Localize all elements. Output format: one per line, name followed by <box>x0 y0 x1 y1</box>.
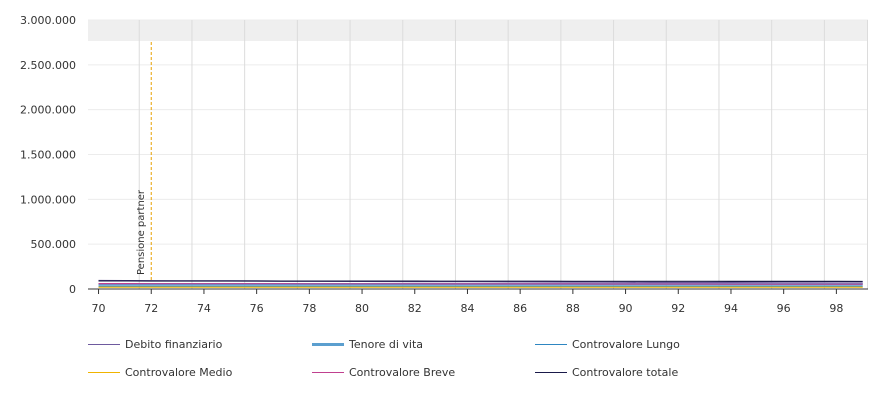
x-tick-label: 76 <box>250 302 264 315</box>
y-tick-label: 2.000.000 <box>20 104 76 117</box>
x-axis-ticks: 70 72 74 76 78 80 82 84 86 88 90 92 94 96 98 <box>92 289 843 315</box>
x-tick-label: 98 <box>829 302 843 315</box>
legend-label: Controvalore Breve <box>349 365 456 379</box>
legend-swatch <box>312 342 344 346</box>
legend-item-debito-finanziario[interactable]: Debito finanziario <box>88 334 222 354</box>
legend-swatch <box>88 371 120 373</box>
legend-swatch <box>88 343 120 345</box>
x-tick-label: 96 <box>777 302 791 315</box>
y-tick-label: 1.000.000 <box>20 193 76 206</box>
x-tick-label: 82 <box>408 302 422 315</box>
series-lines <box>98 279 863 288</box>
y-tick-label: 500.000 <box>31 238 77 251</box>
x-tick-label: 90 <box>619 302 633 315</box>
legend-label: Tenore di vita <box>349 337 424 351</box>
grid-lines <box>88 19 868 289</box>
series-line-controvalore-breve <box>98 283 863 285</box>
annotation: Pensione partner <box>136 42 152 281</box>
x-tick-label: 74 <box>197 302 211 315</box>
legend-label: Debito finanziario <box>125 337 223 351</box>
legend-item-controvalore-lungo[interactable]: Controvalore Lungo <box>535 334 680 354</box>
x-tick-label: 70 <box>92 302 106 315</box>
legend-item-controvalore-medio[interactable]: Controvalore Medio <box>88 362 232 382</box>
y-tick-label: 3.000.000 <box>20 14 76 27</box>
y-tick-label: 2.500.000 <box>20 59 76 72</box>
legend-label: Controvalore Lungo <box>572 337 680 351</box>
legend-swatch <box>535 371 567 373</box>
legend-item-controvalore-totale[interactable]: Controvalore totale <box>535 362 678 382</box>
y-tick-label: 1.500.000 <box>20 149 76 162</box>
x-tick-label: 86 <box>513 302 527 315</box>
legend-item-tenore-di-vita[interactable]: Tenore di vita <box>312 334 423 354</box>
legend-label: Controvalore totale <box>572 365 679 379</box>
x-tick-label: 78 <box>302 302 316 315</box>
x-tick-label: 72 <box>144 302 158 315</box>
x-tick-label: 80 <box>355 302 369 315</box>
legend-label: Controvalore Medio <box>125 365 233 379</box>
legend-swatch <box>312 371 344 373</box>
legend-swatch <box>535 343 567 345</box>
x-tick-label: 92 <box>671 302 685 315</box>
legend-item-controvalore-breve[interactable]: Controvalore Breve <box>312 362 455 382</box>
annotation-label: Pensione partner <box>136 189 147 275</box>
x-tick-label: 88 <box>566 302 580 315</box>
y-axis-ticks: 3.000.000 2.500.000 2.000.000 1.500.000 1.00… <box>20 14 76 296</box>
y-tick-label: 0 <box>69 283 76 296</box>
series-line-controvalore-totale <box>98 280 863 283</box>
x-tick-label: 84 <box>460 302 474 315</box>
x-tick-label: 94 <box>724 302 738 315</box>
plot-top-band <box>88 20 868 41</box>
